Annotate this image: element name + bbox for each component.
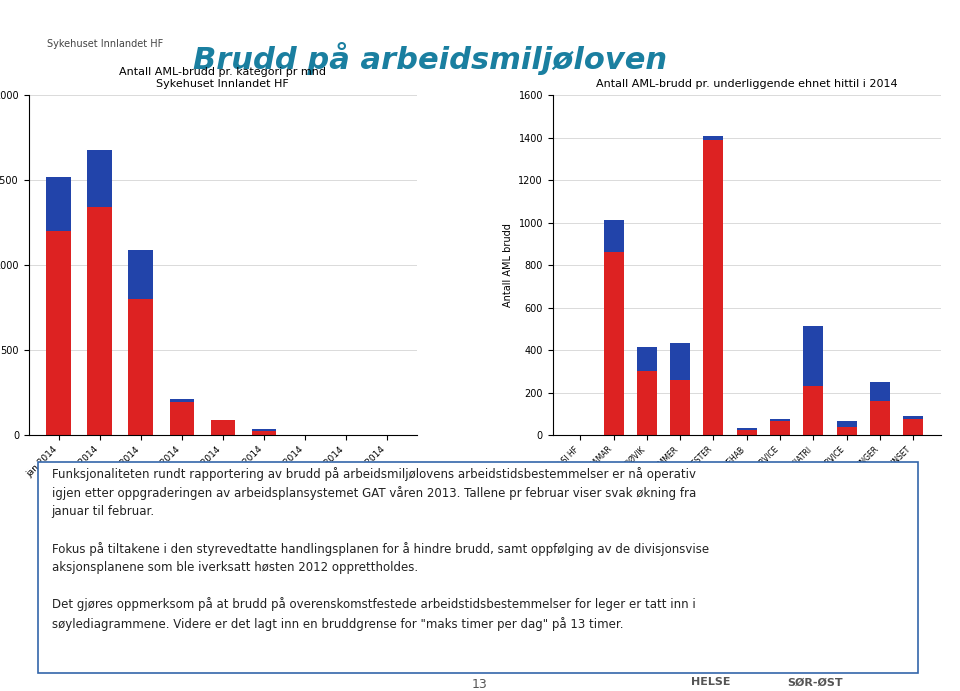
X-axis label: Underliggende enheter: Underliggende enheter	[682, 537, 811, 547]
Bar	[736, 428, 756, 430]
Legend: Søndager på rad, Maks timer per dag, LimitSun, Aml timer per år: Søndager på rad, Maks timer per dag, Lim…	[116, 582, 329, 613]
Bar	[836, 422, 856, 426]
Bar	[129, 250, 153, 299]
Bar	[870, 382, 890, 401]
Bar	[170, 402, 194, 435]
Bar	[670, 380, 690, 435]
Bar	[87, 207, 112, 435]
Bar	[770, 419, 790, 422]
Y-axis label: Antall AML brudd: Antall AML brudd	[503, 223, 513, 307]
Bar	[170, 399, 194, 402]
Bar	[604, 220, 624, 252]
Text: Brudd på arbeidsmiljøloven: Brudd på arbeidsmiljøloven	[193, 41, 667, 75]
Bar	[770, 422, 790, 435]
Legend: Søndager på rad, Maks timer per dag, Aml timer per år: Søndager på rad, Maks timer per dag, Aml…	[588, 582, 906, 598]
Bar	[210, 420, 235, 435]
Bar	[252, 429, 276, 431]
Text: 13: 13	[472, 678, 488, 690]
X-axis label: måned: måned	[204, 488, 242, 498]
Bar	[46, 231, 71, 435]
Bar	[46, 177, 71, 231]
Text: Funksjonaliteten rundt rapportering av brudd på arbeidsmiljølovens arbeidstidsbe: Funksjonaliteten rundt rapportering av b…	[52, 467, 708, 631]
Bar	[903, 416, 924, 419]
Bar	[636, 347, 657, 372]
Text: SØR-ØST: SØR-ØST	[787, 677, 843, 688]
Text: Sykehuset Innlandet HF: Sykehuset Innlandet HF	[47, 39, 163, 49]
Bar	[636, 372, 657, 435]
Title: Antall AML-brudd pr. kategori pr mnd
Sykehuset Innlandet HF: Antall AML-brudd pr. kategori pr mnd Syk…	[119, 68, 326, 89]
Bar	[87, 150, 112, 207]
Bar	[804, 386, 824, 435]
Bar	[804, 325, 824, 386]
Bar	[903, 419, 924, 435]
Bar	[252, 431, 276, 435]
Bar	[836, 426, 856, 435]
Bar	[736, 430, 756, 435]
Text: HELSE: HELSE	[691, 677, 731, 688]
Bar	[670, 343, 690, 380]
Bar	[129, 299, 153, 435]
Title: Antall AML-brudd pr. underliggende ehnet hittil i 2014: Antall AML-brudd pr. underliggende ehnet…	[596, 79, 898, 89]
Bar	[604, 252, 624, 435]
Bar	[870, 401, 890, 435]
FancyBboxPatch shape	[38, 462, 918, 672]
Bar	[704, 140, 724, 435]
Bar	[704, 135, 724, 140]
